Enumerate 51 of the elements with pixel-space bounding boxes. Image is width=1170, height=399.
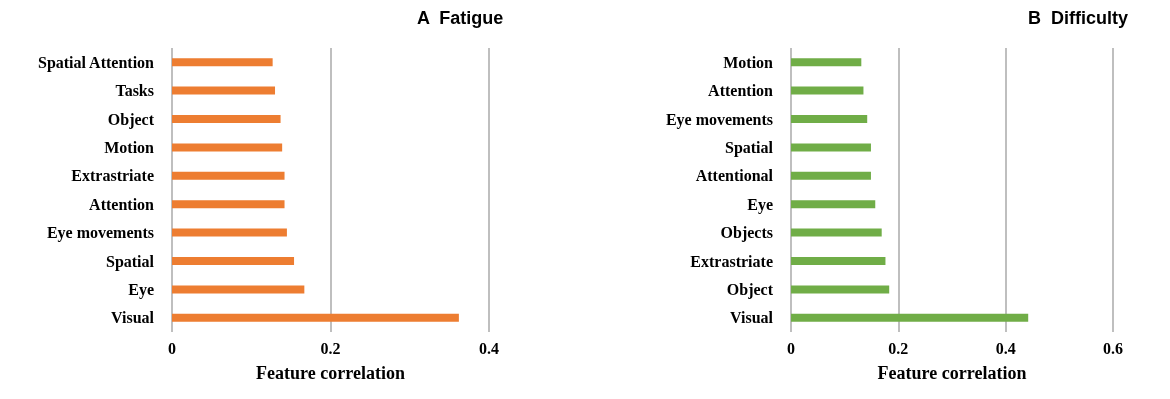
bar [172,313,459,322]
bar [791,171,871,180]
y-tick-label: Object [726,280,774,299]
x-tick-label: 0.2 [320,339,341,357]
x-axis-title: Feature correlation [256,363,405,383]
y-tick-label: Spatial [724,138,774,157]
bar [791,228,882,237]
y-tick-label: Eye [747,195,773,214]
x-tick-label: 0.4 [479,339,499,357]
y-tick-label: Eye [128,280,154,299]
x-tick-label: 0.6 [1103,339,1123,357]
bar [791,58,862,67]
y-tick-label: Motion [104,138,155,156]
bar [791,313,1029,322]
y-tick-label: Spatial Attention [37,53,155,72]
y-tick-label: Eye movements [665,110,773,129]
bar [791,200,876,209]
y-tick-label: Attention [708,82,774,100]
x-axis-title: Feature correlation [877,363,1027,383]
x-tick-label: 0 [168,339,176,357]
y-tick-label: Motion [723,53,774,71]
bar [172,171,285,180]
y-tick-label: Spatial [105,252,155,271]
bar [791,285,890,294]
y-tick-label: Visual [730,309,774,327]
bar [172,115,281,123]
y-tick-label: Extrastriate [690,252,773,270]
bar [172,200,285,209]
bar [172,58,273,67]
bar [791,257,886,265]
bar [791,143,871,152]
bar [791,86,864,95]
y-tick-label: Extrastriate [71,167,154,185]
y-tick-label: Attentional [695,167,774,185]
x-tick-label: 0.2 [888,339,909,357]
y-tick-label: Object [107,110,155,129]
bar [172,228,287,237]
bar [172,257,295,265]
y-tick-label: Tasks [115,82,154,100]
chart-title: B Difficulty [1028,8,1129,28]
bar [172,285,305,294]
x-tick-label: 0 [787,339,795,357]
y-tick-label: Visual [111,309,155,327]
chart-title: A Fatigue [417,8,504,28]
bar [791,115,868,123]
x-tick-label: 0.4 [995,339,1016,357]
y-tick-label: Eye movements [46,224,154,243]
y-tick-label: Objects [720,224,773,243]
y-tick-label: Attention [89,195,155,213]
bar [172,143,283,152]
bar [172,86,276,95]
